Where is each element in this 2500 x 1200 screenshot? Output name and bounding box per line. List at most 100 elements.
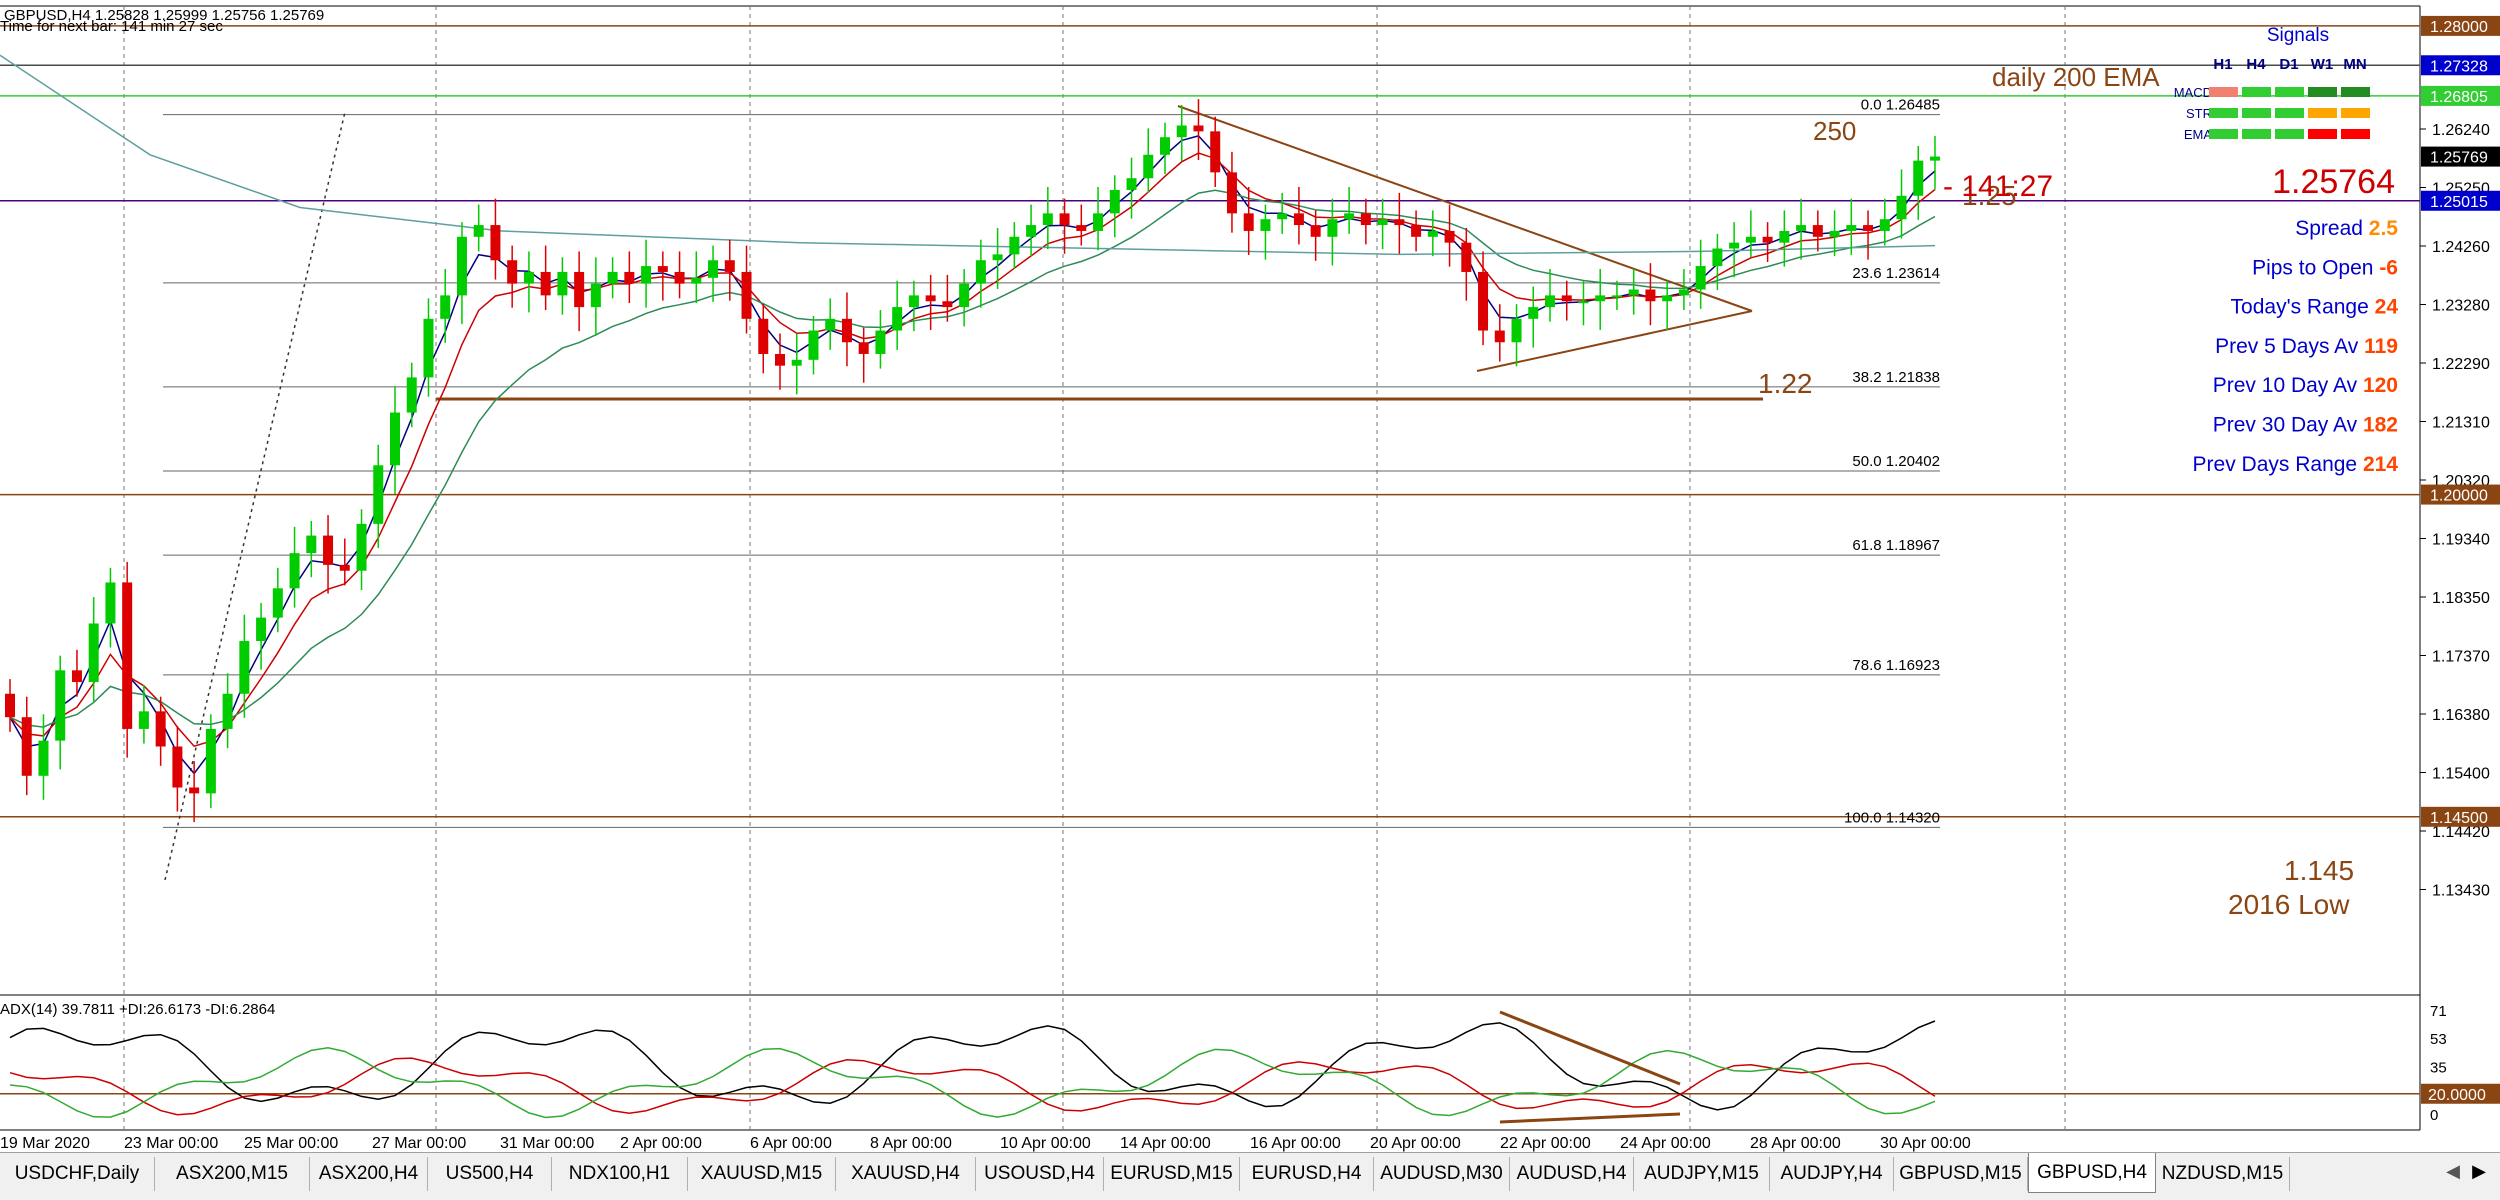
candle-body <box>1143 154 1154 179</box>
tab-ndx100-h1[interactable]: NDX100,H1 <box>552 1157 688 1191</box>
price-tick: 1.13430 <box>2432 883 2490 900</box>
time-label: 2 Apr 00:00 <box>620 1135 702 1152</box>
tab-asx200-h4[interactable]: ASX200,H4 <box>310 1157 428 1191</box>
candle-body <box>1377 219 1388 226</box>
time-label: 30 Apr 00:00 <box>1880 1135 1971 1152</box>
price-tick: 1.26240 <box>2432 122 2490 139</box>
candle-body <box>1779 230 1790 243</box>
candle-body <box>1545 295 1555 308</box>
tab-asx200-m15[interactable]: ASX200,M15 <box>155 1157 310 1191</box>
fib-pct: 100.0 <box>1844 809 1882 826</box>
tab-audusd-h4[interactable]: AUDUSD,H4 <box>1510 1157 1634 1191</box>
candle-body <box>205 728 216 794</box>
price-chart[interactable]: 0.0 1.26485 23.6 1.23614 38.2 1.21838 50.0 … <box>0 0 2500 1152</box>
candle-body <box>5 693 15 718</box>
price-tick: 1.14420 <box>2432 824 2490 841</box>
tab-scroll-left-icon[interactable]: ◀ <box>2446 1161 2460 1181</box>
fib-pct: 78.6 <box>1852 657 1881 674</box>
time-label: 27 Mar 00:00 <box>372 1135 466 1152</box>
tab-usousd-h4[interactable]: USOUSD,H4 <box>976 1157 1104 1191</box>
candle-body <box>925 295 936 302</box>
tab-eurusd-m15[interactable]: EURUSD,M15 <box>1104 1157 1240 1191</box>
signal-cell <box>2209 87 2238 97</box>
candle-body <box>1913 160 1924 196</box>
candle-body <box>1444 230 1455 243</box>
info-value: 120 <box>2363 374 2398 397</box>
adx-line <box>9 1020 1936 1111</box>
candle-body <box>1678 289 1689 296</box>
tab-gbpusd-h4[interactable]: GBPUSD,H4 <box>2028 1153 2156 1193</box>
candle-body <box>1277 213 1288 220</box>
fib-level-label: 0.0 1.26485 <box>1861 97 1940 114</box>
candle-body <box>1729 242 1740 249</box>
tab-scroll-right-icon[interactable]: ▶ <box>2472 1161 2486 1181</box>
price-tick: 1.21310 <box>2432 415 2490 432</box>
info-value: -6 <box>2379 256 2398 279</box>
candle-body <box>908 295 919 308</box>
time-label: 23 Mar 00:00 <box>124 1135 218 1152</box>
tab-xauusd-m15[interactable]: XAUUSD,M15 <box>688 1157 836 1191</box>
tab-us500-h4[interactable]: US500,H4 <box>428 1157 552 1191</box>
bar-timer-label: - 141:27 <box>1943 170 2053 203</box>
signals-title: Signals <box>2267 25 2329 46</box>
label-250: 250 <box>1813 116 1856 146</box>
tab-audjpy-m15[interactable]: AUDJPY,M15 <box>1634 1157 1770 1191</box>
fib-level-label: 23.6 1.23614 <box>1852 265 1940 282</box>
signal-col-header: H4 <box>2246 56 2266 73</box>
time-label: 10 Apr 00:00 <box>1000 1135 1091 1152</box>
adx-level-label: 20.0000 <box>2428 1087 2486 1104</box>
info-label: Prev 30 Day Av <box>2213 414 2363 437</box>
candle-body <box>507 260 518 284</box>
tab-xauusd-h4[interactable]: XAUUSD,H4 <box>836 1157 976 1191</box>
tab-audjpy-h4[interactable]: AUDJPY,H4 <box>1770 1157 1894 1191</box>
fib-pct: 50.0 <box>1852 453 1881 470</box>
price-tick: 1.22290 <box>2432 356 2490 373</box>
candle-body <box>1260 219 1271 231</box>
candle-body <box>1863 225 1874 231</box>
adx-tick: 0 <box>2430 1107 2438 1124</box>
fib-price: 1.26485 <box>1886 97 1940 114</box>
info-value: 214 <box>2363 453 2398 476</box>
ema-slow-line <box>9 189 1936 728</box>
signal-row-label: EMA <box>2184 127 2213 142</box>
signal-cell <box>2209 129 2238 139</box>
info-row: Prev Days Range 214 <box>2193 453 2399 476</box>
candle-body <box>1494 330 1505 343</box>
signal-cell <box>2242 129 2271 139</box>
candle-body <box>105 582 116 624</box>
candle-body <box>339 564 350 571</box>
tab-audusd-m30[interactable]: AUDUSD,M30 <box>1374 1157 1510 1191</box>
candle-body <box>1293 213 1304 226</box>
adx-tick: 53 <box>2430 1031 2447 1048</box>
candle-body <box>473 225 484 237</box>
price-tick: 1.24260 <box>2432 239 2490 256</box>
tab-nzdusd-m15[interactable]: NZDUSD,M15 <box>2156 1157 2290 1191</box>
time-label: 24 Apr 00:00 <box>1620 1135 1711 1152</box>
candle-body <box>1411 225 1422 237</box>
candle-body <box>1126 178 1137 190</box>
info-row: Today's Range 24 <box>2231 296 2399 319</box>
adx-level-marker <box>2421 1083 2500 1104</box>
fib-price: 1.20402 <box>1886 453 1940 470</box>
info-row: Prev 30 Day Av 182 <box>2213 414 2398 437</box>
candle-body <box>574 271 585 308</box>
label-2016-low: 2016 Low <box>2228 889 2350 920</box>
signal-col-header: D1 <box>2279 56 2298 73</box>
candle-body <box>1327 219 1338 237</box>
tab-usdchf-daily[interactable]: USDCHF,Daily <box>0 1157 155 1191</box>
tab-eurusd-h4[interactable]: EURUSD,H4 <box>1240 1157 1374 1191</box>
candles <box>5 99 1940 823</box>
candle-body <box>1109 189 1120 214</box>
tab-gbpusd-m15[interactable]: GBPUSD,M15 <box>1894 1157 2028 1191</box>
candle-body <box>775 353 785 366</box>
time-label: 22 Apr 00:00 <box>1500 1135 1591 1152</box>
fib-price: 1.14320 <box>1886 809 1940 826</box>
adx-label: ADX(14) 39.7811 +DI:26.6173 -DI:6.2864 <box>0 1001 275 1018</box>
candle-body <box>674 271 685 284</box>
candle-body <box>122 582 133 729</box>
price-tick: 1.23280 <box>2432 298 2490 315</box>
time-label: 14 Apr 00:00 <box>1120 1135 1211 1152</box>
price-marker-label: 1.25015 <box>2430 194 2488 211</box>
candle-body <box>323 535 334 565</box>
candle-body <box>1042 213 1053 226</box>
